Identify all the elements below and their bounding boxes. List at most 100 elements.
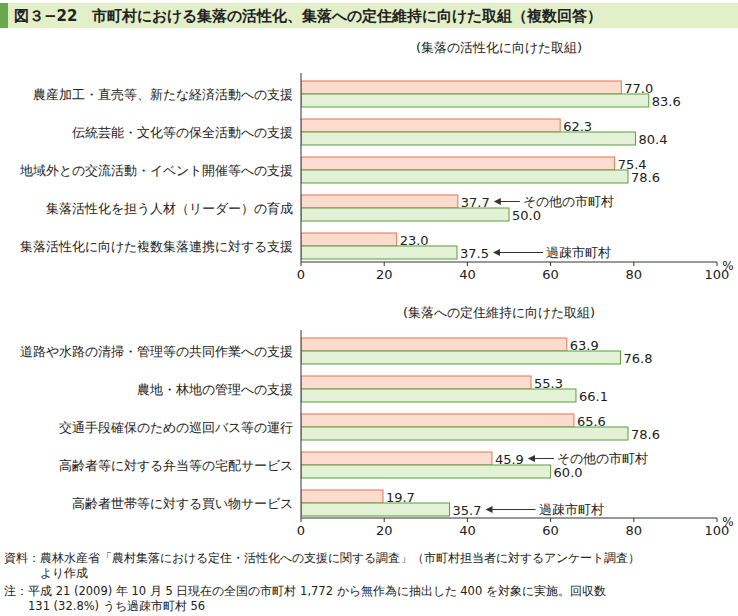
tick bbox=[301, 262, 302, 266]
arrow-head bbox=[528, 455, 535, 462]
data-label: 37.5 bbox=[460, 246, 489, 261]
tick-label: 0 bbox=[297, 267, 305, 282]
bar bbox=[301, 351, 620, 364]
legend-arrow bbox=[528, 455, 554, 462]
bar bbox=[301, 503, 450, 516]
legend-label: その他の市町村 bbox=[523, 194, 614, 209]
tick bbox=[467, 262, 468, 266]
x-axis bbox=[301, 518, 717, 519]
bar bbox=[301, 414, 574, 427]
note: 注：平成 21 (2009) 年 10 月 5 日現在の全国の市町村 1,772… bbox=[4, 584, 606, 598]
bar bbox=[301, 132, 635, 145]
y-axis bbox=[301, 73, 302, 262]
y-axis bbox=[301, 330, 302, 518]
figure-title: 図３−22 市町村における集落の活性化、集落への定住維持に向けた取組（複数回答） bbox=[14, 7, 602, 25]
bar bbox=[301, 170, 628, 183]
data-label: 45.9 bbox=[495, 452, 524, 467]
bar bbox=[301, 465, 551, 478]
figure: 図３−22 市町村における集落の活性化、集落への定住維持に向けた取組（複数回答）… bbox=[0, 0, 738, 616]
tick bbox=[384, 518, 385, 522]
category-label: 農地・林地の管理への支援 bbox=[137, 382, 293, 397]
bar bbox=[301, 389, 576, 402]
title-band bbox=[0, 3, 738, 28]
axis-label: % bbox=[722, 259, 733, 273]
source: より作成 bbox=[40, 566, 88, 580]
tick bbox=[633, 518, 634, 522]
bar bbox=[301, 452, 492, 465]
bar bbox=[301, 338, 567, 351]
data-label: 66.1 bbox=[579, 389, 608, 404]
bar bbox=[301, 233, 397, 246]
bar bbox=[301, 376, 531, 389]
arrow-line bbox=[489, 509, 536, 510]
category-label: 交通手段確保のための巡回バス等の運行 bbox=[59, 420, 293, 435]
legend-label: その他の市町村 bbox=[557, 451, 648, 466]
bars bbox=[301, 81, 649, 259]
bar bbox=[301, 157, 615, 170]
chart-title: (集落の活性化に向けた取組) bbox=[416, 40, 582, 55]
data-label: 63.9 bbox=[570, 338, 599, 353]
data-label: 23.0 bbox=[400, 233, 429, 248]
arrow-line bbox=[496, 252, 543, 253]
tick bbox=[717, 518, 718, 522]
bar bbox=[301, 195, 458, 208]
tick-label: 60 bbox=[542, 523, 559, 538]
bar bbox=[301, 490, 383, 503]
category-label: 道路や水路の清掃・管理等の共同作業への支援 bbox=[20, 344, 293, 359]
category-label: 農産加工・直売等、新たな経済活動への支援 bbox=[33, 87, 293, 102]
legend-arrow bbox=[494, 198, 520, 205]
labels: 農産加工・直売等、新たな経済活動への支援 77.083.6 伝統芸能・文化等の保全活… bbox=[19, 81, 681, 261]
bar bbox=[301, 119, 560, 132]
category-label: 地域外との交流活動・イベント開催等への支援 bbox=[19, 163, 293, 178]
source: 資料：農林水産省「農村集落における定住・活性化への支援に関する調査」（市町村担当… bbox=[4, 551, 640, 565]
data-label: 76.8 bbox=[623, 351, 652, 366]
x-axis bbox=[301, 262, 717, 263]
chart-title: (集落への定住維持に向けた取組) bbox=[403, 305, 595, 320]
tick-label: 20 bbox=[376, 523, 393, 538]
chart: (集落への定住維持に向けた取組) 道路や水路の清掃・管理等の共同作業への支援 63.… bbox=[20, 305, 734, 538]
tick bbox=[550, 518, 551, 522]
note: 131 (32.8%) うち過疎市町村 56 bbox=[28, 599, 205, 613]
data-label: 19.7 bbox=[386, 490, 415, 505]
data-label: 78.6 bbox=[631, 170, 660, 185]
legend-arrow bbox=[486, 506, 536, 513]
arrow-head bbox=[486, 506, 493, 513]
bar bbox=[301, 208, 509, 221]
legend-arrow bbox=[493, 249, 543, 256]
tick bbox=[301, 518, 302, 522]
data-label: 65.6 bbox=[577, 414, 606, 429]
data-label: 60.0 bbox=[554, 465, 583, 480]
bar bbox=[301, 246, 457, 259]
tick-label: 40 bbox=[459, 267, 476, 282]
legend-label: 過疎市町村 bbox=[546, 245, 611, 260]
tick bbox=[717, 262, 718, 266]
tick-label: 60 bbox=[542, 267, 559, 282]
tick-label: 0 bbox=[297, 523, 305, 538]
labels: 道路や水路の清掃・管理等の共同作業への支援 63.9 76.8 農地・林地の管理への支… bbox=[20, 338, 660, 518]
tick bbox=[384, 262, 385, 266]
data-label: 37.7 bbox=[461, 195, 490, 210]
tick-label: 20 bbox=[376, 267, 393, 282]
chart: (集落の活性化に向けた取組) 農産加工・直売等、新たな経済活動への支援 77.083… bbox=[19, 40, 734, 282]
data-label: 55.3 bbox=[534, 376, 563, 391]
data-label: 50.0 bbox=[512, 208, 541, 223]
data-label: 62.3 bbox=[563, 119, 592, 134]
axis-label: % bbox=[722, 515, 733, 529]
data-label: 83.6 bbox=[652, 94, 681, 109]
tick bbox=[550, 262, 551, 266]
title-marker bbox=[0, 3, 8, 28]
legend-label: 過疎市町村 bbox=[539, 502, 604, 517]
data-label: 77.0 bbox=[624, 81, 653, 96]
tick-label: 80 bbox=[626, 523, 643, 538]
tick bbox=[467, 518, 468, 522]
tick-label: 40 bbox=[459, 523, 476, 538]
bar bbox=[301, 94, 649, 107]
data-label: 80.4 bbox=[638, 132, 667, 147]
category-label: 集落活性化に向けた複数集落連携に対する支援 bbox=[20, 239, 293, 254]
data-label: 78.6 bbox=[631, 427, 660, 442]
category-label: 高齢者世帯等に対する買い物サービス bbox=[72, 496, 293, 511]
tick-label: 80 bbox=[626, 267, 643, 282]
category-label: 高齢者等に対する弁当等の宅配サービス bbox=[59, 458, 293, 473]
bar bbox=[301, 81, 621, 94]
category-label: 伝統芸能・文化等の保全活動への支援 bbox=[72, 125, 293, 140]
